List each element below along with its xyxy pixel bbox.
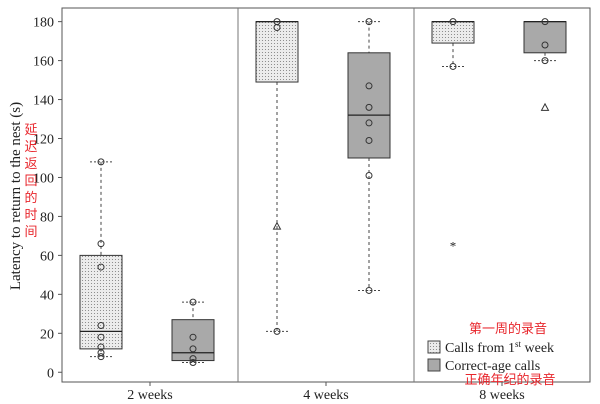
- y-axis-ticks: 0 20 40 60 80 100 120 140 160 180: [33, 16, 62, 381]
- data-point: [541, 41, 549, 49]
- data-point: [449, 18, 457, 26]
- box-1st-week: [79, 158, 123, 361]
- box-correct-age: [347, 18, 391, 294]
- y-axis-chinese-char: 回: [24, 174, 37, 189]
- data-point: [97, 240, 105, 248]
- data-point: [365, 103, 373, 111]
- legend-swatch-1st-week: [427, 340, 441, 354]
- x-tick-label: 8 weeks: [479, 388, 525, 403]
- iqr-box: [347, 52, 391, 159]
- data-point: [365, 119, 373, 127]
- y-tick-label: 140: [33, 94, 54, 109]
- legend-label-correct-age: Correct-age calls: [445, 359, 540, 374]
- box-1st-week: [255, 18, 299, 335]
- box-1st-week: *: [431, 18, 475, 254]
- x-tick-label: 2 weeks: [127, 388, 173, 403]
- y-axis-chinese-char: 的: [24, 190, 37, 206]
- legend-label-1st-week: Calls from 1st week: [445, 339, 554, 356]
- y-tick-label: 20: [40, 327, 54, 342]
- data-point: [97, 333, 105, 341]
- data-point: [449, 62, 457, 70]
- data-point: [189, 355, 197, 363]
- box-correct-age: [171, 298, 215, 367]
- legend: 第一周的录音 Calls from 1st week Correct-age c…: [427, 321, 556, 388]
- outlier-triangle: [272, 221, 282, 230]
- box-correct-age: [523, 18, 567, 111]
- y-tick-label: 40: [40, 288, 54, 303]
- y-tick-label: 80: [40, 210, 54, 225]
- y-tick-label: 180: [33, 16, 54, 31]
- data-point: [365, 136, 373, 144]
- data-point: [365, 82, 373, 90]
- x-axis-labels: 2 weeks 4 weeks 8 weeks: [127, 382, 525, 403]
- data-point: [541, 18, 549, 26]
- data-point: [189, 333, 197, 341]
- data-point: [273, 23, 281, 31]
- y-axis-chinese-char: 时: [24, 208, 37, 223]
- y-tick-label: 0: [47, 366, 54, 381]
- legend-annotation-top: 第一周的录音: [469, 321, 547, 337]
- legend-annotation-bottom: 正确年纪的录音: [464, 372, 555, 388]
- data-point: [273, 327, 281, 335]
- data-point: [97, 263, 105, 271]
- data-point: [97, 322, 105, 330]
- outlier-star: *: [450, 239, 457, 254]
- iqr-box: [79, 254, 123, 350]
- y-axis-chinese-char: 延: [24, 123, 37, 138]
- data-point: [97, 353, 105, 361]
- y-axis-chinese-char: 返: [24, 157, 37, 172]
- legend-swatch-correct-age: [427, 358, 441, 372]
- data-point: [189, 298, 197, 306]
- y-tick-label: 100: [33, 171, 54, 186]
- y-axis-chinese-char: 迟: [24, 140, 37, 155]
- data-point: [365, 286, 373, 294]
- y-tick-label: 60: [40, 249, 54, 264]
- data-point: [541, 57, 549, 65]
- data-point: [189, 345, 197, 353]
- outlier-triangle: [540, 102, 550, 111]
- data-point: [365, 18, 373, 26]
- y-axis-title: Latency to return to the nest (s): [8, 102, 24, 290]
- y-tick-label: 160: [33, 55, 54, 70]
- iqr-box: [255, 21, 299, 83]
- box-panels: *: [79, 18, 567, 367]
- x-tick-label: 4 weeks: [303, 388, 349, 403]
- data-point: [97, 158, 105, 166]
- y-axis-chinese-char: 间: [24, 225, 37, 240]
- data-point: [97, 349, 105, 357]
- data-point: [189, 359, 197, 367]
- data-point: [365, 172, 373, 180]
- y-tick-label: 120: [33, 133, 54, 148]
